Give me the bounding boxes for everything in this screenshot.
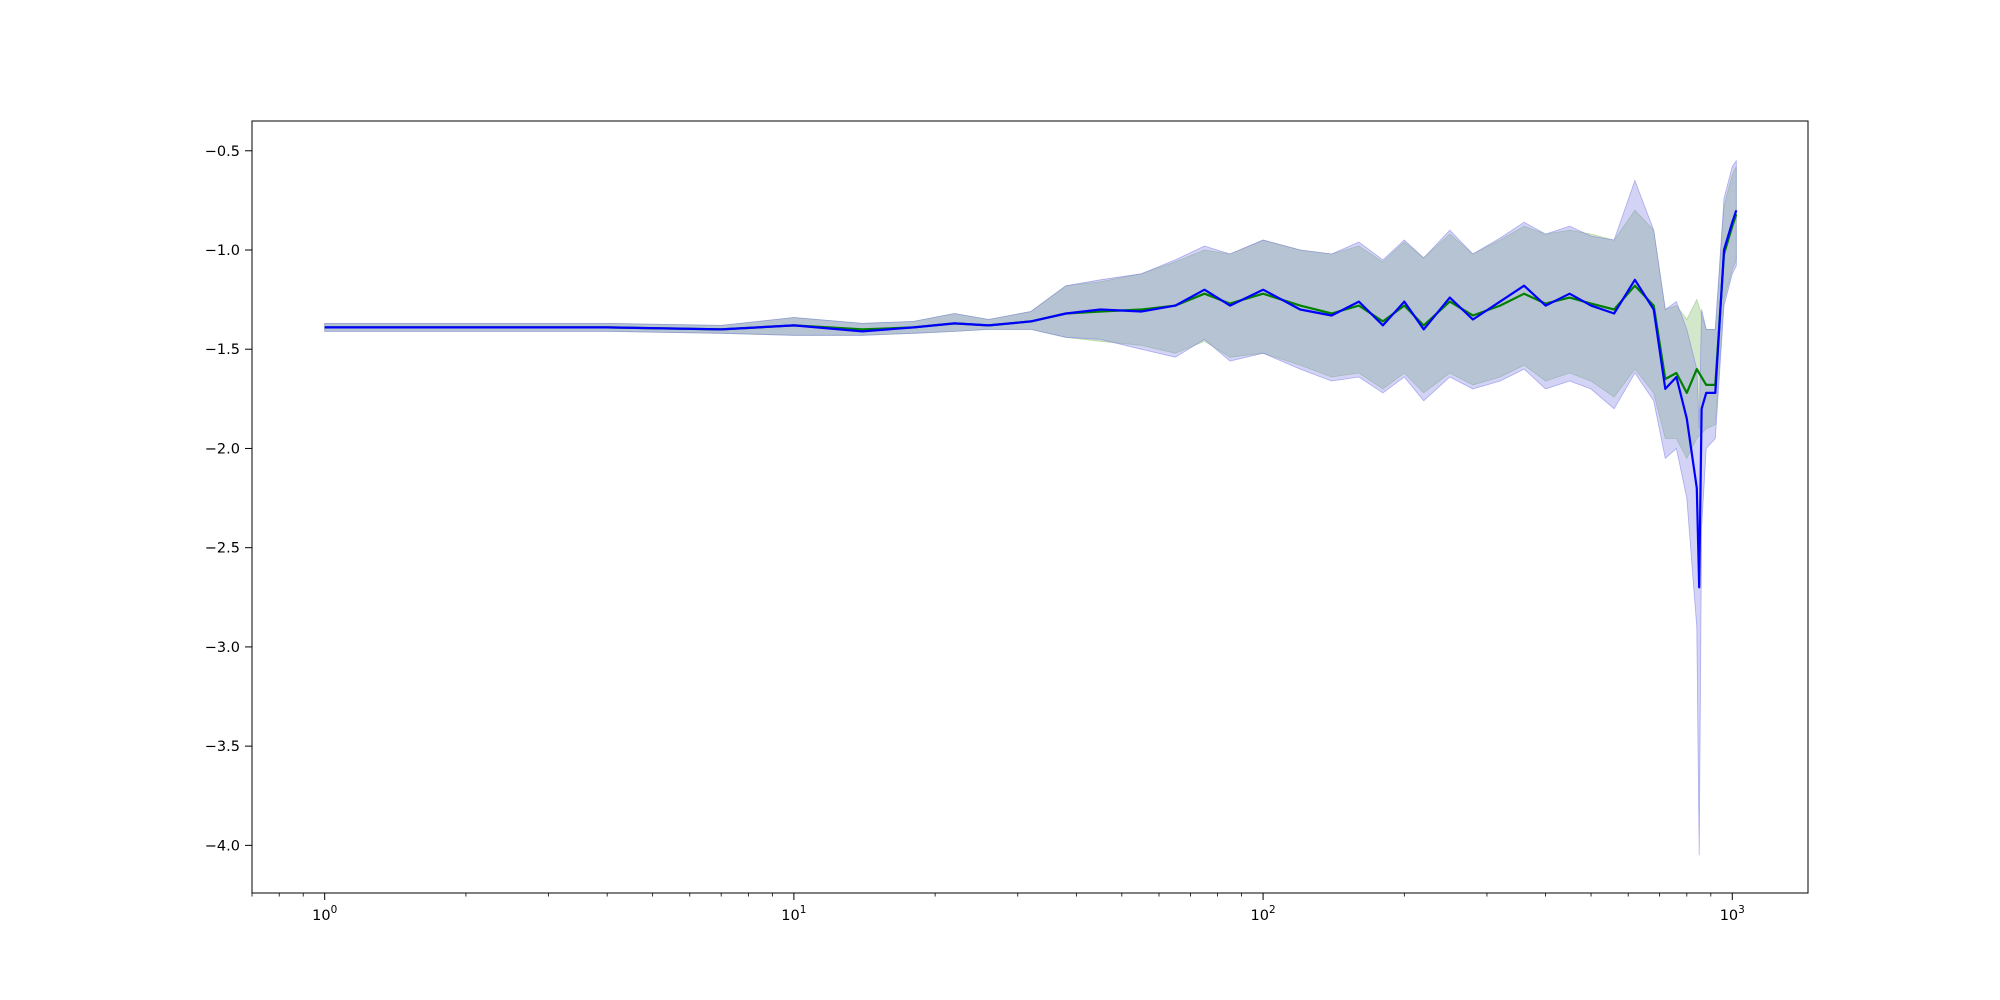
y-tick-label: −1.5: [205, 342, 240, 358]
y-tick-label: −0.5: [205, 144, 240, 160]
x-tick-label: 100: [312, 904, 337, 924]
y-tick-label: −3.0: [205, 640, 240, 656]
y-tick-label: −1.0: [205, 243, 240, 259]
x-tick-label: 102: [1251, 904, 1276, 924]
series-lines: [324, 209, 1738, 589]
y-tick-label: −2.0: [205, 441, 240, 457]
y-tick-label: −3.5: [205, 739, 240, 755]
confidence-bands: [324, 159, 1737, 856]
plot-frame: [251, 120, 1809, 894]
series-1-band: [324, 159, 1737, 856]
x-axis: 100 101 102 103: [251, 893, 1745, 924]
y-tick-label: −4.0: [205, 838, 240, 854]
series-1-line: [324, 209, 1738, 589]
y-axis: −0.5 −1.0 −1.5 −2.0 −2.5 −3.0 −3.5 −4.0: [205, 144, 252, 854]
y-tick-label: −2.5: [205, 541, 240, 557]
x-tick-label: 103: [1720, 904, 1745, 924]
x-tick-label: 101: [781, 904, 806, 924]
